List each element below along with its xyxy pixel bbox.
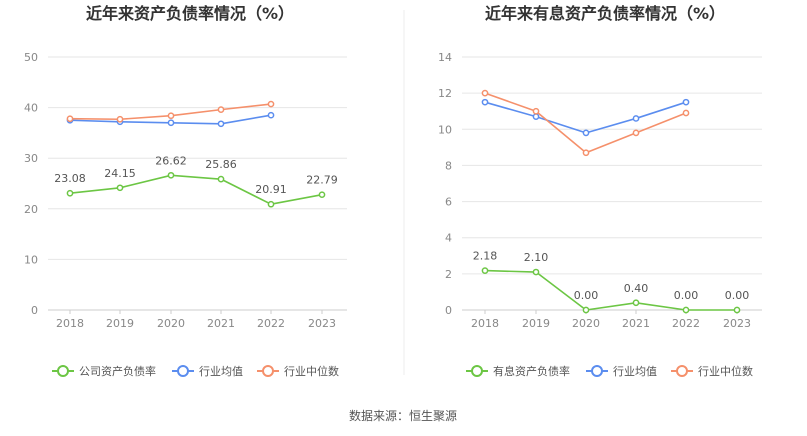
chart-title: 近年来资产负债率情况（%） bbox=[86, 4, 294, 23]
legend-item[interactable]: 行业均值 bbox=[586, 365, 657, 378]
data-point bbox=[582, 306, 590, 314]
legend-label: 行业均值 bbox=[613, 365, 657, 378]
chart-title: 近年来有息资产负债率情况（%） bbox=[485, 4, 725, 23]
x-tick-label: 2018 bbox=[56, 317, 84, 330]
data-point bbox=[167, 119, 175, 127]
y-tick-label: 0 bbox=[445, 304, 452, 317]
data-point bbox=[632, 299, 640, 307]
y-tick-label: 0 bbox=[31, 304, 38, 317]
y-tick-label: 4 bbox=[445, 232, 452, 245]
data-point bbox=[267, 100, 275, 108]
data-point bbox=[318, 191, 326, 199]
legend-label: 有息资产负债率 bbox=[493, 364, 570, 378]
legend-item[interactable]: 行业中位数 bbox=[671, 364, 753, 378]
y-tick-label: 12 bbox=[438, 87, 452, 100]
legend-item[interactable]: 行业均值 bbox=[172, 365, 243, 378]
data-point bbox=[167, 112, 175, 120]
y-tick-label: 10 bbox=[438, 123, 452, 136]
y-tick-label: 14 bbox=[438, 51, 452, 64]
x-tick-label: 2021 bbox=[622, 317, 650, 330]
x-tick-label: 2019 bbox=[106, 317, 134, 330]
series-line bbox=[484, 269, 737, 311]
legend-swatch-marker bbox=[591, 365, 603, 377]
data-point bbox=[682, 98, 690, 106]
y-tick-label: 6 bbox=[445, 196, 452, 209]
data-point bbox=[632, 129, 640, 137]
x-tick-label: 2023 bbox=[723, 317, 751, 330]
x-tick-label: 2020 bbox=[572, 317, 600, 330]
data-point bbox=[682, 109, 690, 117]
x-tick-label: 2019 bbox=[522, 317, 550, 330]
data-point bbox=[582, 149, 590, 157]
legend-item[interactable]: 有息资产负债率 bbox=[466, 364, 570, 378]
data-point bbox=[116, 184, 124, 192]
data-point bbox=[66, 115, 74, 123]
data-point bbox=[682, 306, 690, 314]
data-point bbox=[532, 113, 540, 120]
data-label: 24.15 bbox=[104, 167, 136, 180]
source-note: 数据来源：恒生聚源 bbox=[349, 408, 457, 423]
data-label: 0.00 bbox=[574, 289, 599, 302]
chart-panel-debt-ratio: 近年来资产负债率情况（%） 0 10 20 30 40 50 2018 2019 2020 2021… bbox=[24, 4, 347, 378]
x-tick-label: 2022 bbox=[257, 317, 285, 330]
legend-label: 行业中位数 bbox=[284, 364, 339, 378]
data-point bbox=[481, 267, 489, 274]
data-label: 2.18 bbox=[473, 250, 498, 263]
legend-label: 行业中位数 bbox=[698, 364, 753, 378]
series-line bbox=[484, 92, 687, 154]
y-tick-label: 20 bbox=[24, 203, 38, 216]
data-point bbox=[267, 200, 275, 208]
data-label: 0.00 bbox=[725, 289, 750, 302]
x-tick-label: 2023 bbox=[308, 317, 336, 330]
data-point bbox=[167, 171, 175, 179]
legend-swatch-marker bbox=[57, 365, 69, 377]
legend-swatch-marker bbox=[676, 365, 688, 377]
x-tick-label: 2020 bbox=[157, 317, 185, 330]
legend-swatch-marker bbox=[471, 365, 483, 377]
data-label: 2.10 bbox=[524, 251, 549, 264]
data-point bbox=[116, 115, 124, 123]
data-point bbox=[532, 107, 540, 115]
chart-panel-interest-debt-ratio: 近年来有息资产负债率情况（%） 0 2 4 6 8 10 12 14 2018 2019 2020 20… bbox=[438, 4, 762, 378]
data-label: 20.91 bbox=[255, 183, 287, 196]
data-label: 0.00 bbox=[674, 289, 699, 302]
data-label: 26.62 bbox=[155, 154, 187, 167]
data-point bbox=[632, 115, 640, 122]
legend-item[interactable]: 公司资产负债率 bbox=[52, 364, 156, 378]
data-point bbox=[217, 120, 225, 128]
legend-label: 公司资产负债率 bbox=[79, 364, 156, 378]
data-label: 25.86 bbox=[205, 158, 237, 171]
y-tick-label: 40 bbox=[24, 102, 38, 115]
y-tick-label: 2 bbox=[445, 268, 452, 281]
y-tick-label: 30 bbox=[24, 152, 38, 165]
x-tick-label: 2021 bbox=[207, 317, 235, 330]
x-tick-label: 2022 bbox=[672, 317, 700, 330]
legend-item[interactable]: 行业中位数 bbox=[257, 364, 339, 378]
data-point bbox=[532, 268, 540, 276]
y-tick-label: 8 bbox=[445, 159, 452, 172]
data-point bbox=[217, 106, 225, 113]
series-line bbox=[484, 101, 687, 134]
legend-swatch-marker bbox=[177, 365, 189, 377]
data-point bbox=[481, 89, 489, 97]
legend-label: 行业均值 bbox=[199, 365, 243, 378]
legend-swatch-marker bbox=[262, 365, 274, 377]
data-point bbox=[481, 98, 489, 106]
series-line bbox=[69, 174, 323, 205]
data-point bbox=[217, 175, 225, 183]
data-point bbox=[582, 129, 590, 137]
data-label: 23.08 bbox=[54, 172, 86, 185]
data-label: 0.40 bbox=[624, 282, 649, 295]
data-label: 22.79 bbox=[306, 174, 338, 187]
x-tick-label: 2018 bbox=[471, 317, 499, 330]
data-point bbox=[733, 306, 741, 314]
data-point bbox=[66, 189, 74, 197]
data-point bbox=[267, 111, 275, 119]
y-tick-label: 10 bbox=[24, 253, 38, 266]
y-tick-label: 50 bbox=[24, 51, 38, 64]
